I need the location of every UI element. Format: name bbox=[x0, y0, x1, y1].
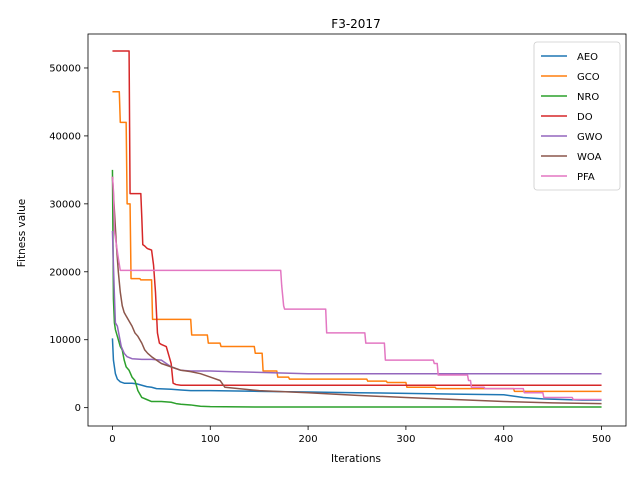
legend-label-woa: WOA bbox=[577, 152, 602, 163]
series-line-pfa bbox=[111, 176, 602, 401]
legend-label-pfa: PFA bbox=[577, 172, 595, 183]
y-tick-label: 30000 bbox=[49, 199, 81, 210]
x-axis: 0 100 200 300 400 500 bbox=[109, 426, 611, 445]
series-layer bbox=[111, 50, 602, 408]
x-tick-label: 300 bbox=[396, 434, 415, 445]
y-tick-label: 10000 bbox=[49, 335, 81, 346]
legend-label-nro: NRO bbox=[577, 92, 599, 103]
legend-label-aeo: AEO bbox=[577, 52, 598, 63]
series-line-aeo bbox=[111, 338, 602, 401]
legend: AEO GCO NRO DO GWO WOA PFA bbox=[533, 41, 621, 191]
x-tick-label: 400 bbox=[494, 434, 513, 445]
x-tick-label: 100 bbox=[201, 434, 220, 445]
legend-label-gco: GCO bbox=[577, 72, 600, 83]
series-line-gco bbox=[112, 91, 602, 393]
x-tick-label: 500 bbox=[592, 434, 611, 445]
chart-title: F3-2017 bbox=[331, 17, 380, 31]
x-tick-label: 0 bbox=[109, 434, 115, 445]
series-line-nro bbox=[111, 169, 602, 408]
y-axis-title: Fitness value bbox=[16, 199, 28, 267]
legend-box bbox=[533, 41, 621, 191]
series-line-woa bbox=[111, 176, 602, 405]
legend-label-gwo: GWO bbox=[577, 132, 603, 143]
series-line-do bbox=[112, 50, 602, 386]
y-tick-label: 40000 bbox=[49, 131, 81, 142]
y-tick-label: 20000 bbox=[49, 267, 81, 278]
legend-label-do: DO bbox=[577, 112, 593, 123]
series-line-gwo bbox=[111, 230, 602, 375]
y-tick-label: 50000 bbox=[49, 63, 81, 74]
x-axis-title: Iterations bbox=[331, 453, 381, 465]
x-tick-label: 200 bbox=[299, 434, 318, 445]
y-tick-label: 0 bbox=[75, 403, 81, 414]
y-axis: 0 10000 20000 30000 40000 50000 bbox=[49, 63, 88, 414]
plot-area-frame bbox=[87, 33, 627, 427]
